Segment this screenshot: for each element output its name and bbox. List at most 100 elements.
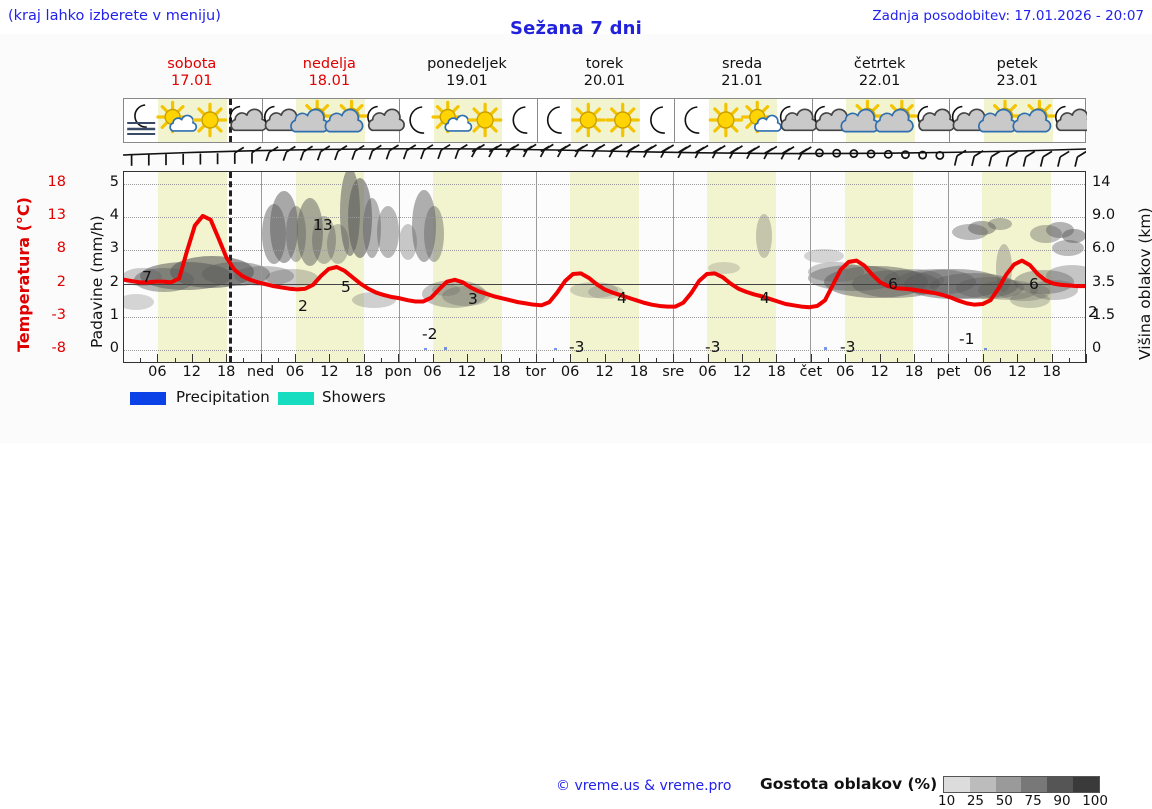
x-axis-tick-mark bbox=[1017, 354, 1019, 363]
x-axis-tick-mark bbox=[398, 354, 400, 363]
daylight-band bbox=[570, 172, 639, 362]
weather-icon-sun-small-cloud bbox=[431, 100, 473, 134]
x-axis-tick-mark bbox=[810, 354, 812, 363]
cloud-density-tick: 90 bbox=[1053, 793, 1071, 809]
day-date: 22.01 bbox=[858, 73, 901, 89]
wind-barb bbox=[437, 143, 451, 160]
wind-barb bbox=[780, 145, 795, 160]
wind-calm-circle bbox=[849, 149, 859, 158]
x-axis-tick-mark bbox=[518, 358, 520, 363]
weather-icon-moon bbox=[409, 106, 425, 134]
x-axis-tick-label: 06 bbox=[148, 364, 167, 380]
weather-icon-moon bbox=[650, 106, 665, 134]
x-axis-tick-mark bbox=[707, 354, 709, 363]
cloud-density-tick: 25 bbox=[966, 793, 985, 809]
wind-barb bbox=[971, 150, 984, 167]
precipitation-bar bbox=[424, 348, 427, 350]
wind-barb bbox=[233, 146, 245, 164]
x-axis-tick-label: ned bbox=[246, 364, 275, 380]
precipitation-tick: 2 bbox=[109, 273, 119, 290]
cloud-density-blob bbox=[804, 249, 844, 263]
chart-legend: Precipitation Showers © vreme.us & vreme… bbox=[0, 386, 1152, 809]
x-axis-tick-label: sre bbox=[662, 364, 685, 380]
cloud-density-blob bbox=[1052, 240, 1084, 256]
weather-icon-sun-cloud bbox=[874, 99, 919, 133]
day-gridline bbox=[947, 172, 949, 362]
cloud-density-blob bbox=[998, 283, 1050, 301]
wind-barb bbox=[522, 143, 537, 158]
weather-icon-sun-small-cloud bbox=[741, 100, 782, 134]
cloud-height-tick: 6.0 bbox=[1092, 240, 1116, 257]
weather-forecast-page: (kraj lahko izberete v meniju) Sežana 7 … bbox=[0, 8, 1152, 809]
wind-barb bbox=[763, 145, 778, 160]
x-axis-tick-mark bbox=[845, 354, 847, 363]
temperature-value-label: 13 bbox=[313, 216, 333, 234]
x-axis-tick-mark bbox=[123, 354, 124, 363]
wind-barb bbox=[368, 144, 382, 160]
wind-calm-circle bbox=[883, 149, 893, 159]
cloud-density-blob bbox=[884, 269, 944, 291]
weather-icon-sun-small-cloud bbox=[156, 100, 198, 134]
x-axis-tick-mark bbox=[191, 354, 193, 363]
weather-icon-moon-cloud bbox=[779, 105, 818, 132]
wind-barb bbox=[746, 145, 761, 160]
cloud-density-legend-ticks: 10 25 50 75 90 100 bbox=[938, 793, 1108, 809]
weather-icon-fog-moon bbox=[127, 104, 156, 135]
day-date: 17.01 bbox=[171, 73, 213, 89]
x-axis-tick-mark bbox=[742, 354, 744, 363]
wind-calm-circle bbox=[935, 150, 945, 160]
wind-barb bbox=[953, 149, 967, 166]
x-axis-tick-label: 18 bbox=[767, 364, 786, 380]
cloud-density-tick: 10 bbox=[938, 793, 956, 809]
x-axis-tick-label: 06 bbox=[698, 364, 717, 380]
x-axis-tick-label: 12 bbox=[320, 364, 339, 380]
precipitation-bar bbox=[984, 348, 987, 350]
horizontal-gridline bbox=[124, 283, 1085, 285]
cloud-density-tick: 50 bbox=[995, 793, 1013, 809]
precipitation-tick: 3 bbox=[109, 240, 119, 257]
precipitation-tick: 4 bbox=[109, 207, 119, 224]
cloud-density-blob bbox=[1046, 265, 1085, 287]
day-name: sreda bbox=[721, 56, 763, 72]
x-axis-tick-label: 12 bbox=[732, 364, 752, 380]
day-header-torek: torek 20.01 bbox=[536, 56, 674, 90]
page-title: Sežana 7 dni bbox=[509, 18, 643, 39]
location-menu-note[interactable]: (kraj lahko izberete v meniju) bbox=[8, 8, 221, 24]
wind-barb bbox=[385, 144, 399, 160]
cloud-density-swatch bbox=[1021, 777, 1048, 792]
precipitation-bar bbox=[444, 347, 447, 350]
day-header-ponedeljek: ponedeljek 19.01 bbox=[398, 56, 536, 90]
x-axis-tick-label: 12 bbox=[1007, 364, 1027, 380]
temperature-tick: 13 bbox=[47, 207, 66, 224]
x-axis-tick-label: 18 bbox=[492, 364, 511, 380]
x-axis-tick-label: čet bbox=[799, 364, 823, 380]
cloud-density-blob bbox=[124, 294, 154, 310]
x-axis-tick-mark bbox=[243, 358, 245, 363]
wind-barb bbox=[1074, 150, 1086, 167]
x-axis-tick-mark bbox=[776, 354, 778, 363]
cloud-density-swatch bbox=[1047, 777, 1074, 792]
precipitation-bar bbox=[824, 347, 827, 350]
temperature-value-label: 6 bbox=[1029, 275, 1039, 293]
cloud-density-swatch bbox=[995, 777, 1022, 792]
wind-barb bbox=[711, 144, 726, 159]
day-gridline bbox=[398, 172, 400, 362]
x-axis-tick-label: 06 bbox=[285, 364, 305, 380]
x-axis-tick-mark bbox=[759, 358, 761, 363]
cloud-height-axis-title: Višina oblakov (km) bbox=[1136, 207, 1152, 360]
cloud-density-blob bbox=[1062, 229, 1085, 243]
wind-barb bbox=[556, 143, 571, 158]
temperature-value-label: 2 bbox=[298, 297, 308, 315]
copyright-link[interactable]: © vreme.us & vreme.pro bbox=[556, 778, 732, 794]
wind-barb bbox=[402, 144, 417, 160]
day-separator bbox=[674, 99, 676, 142]
day-date: 20.01 bbox=[583, 73, 626, 89]
day-name: sobota bbox=[167, 56, 217, 72]
temperature-value-label: 6 bbox=[888, 275, 898, 293]
x-axis-tick-mark bbox=[948, 354, 950, 363]
day-name: ponedeljek bbox=[427, 56, 507, 72]
wind-barb bbox=[282, 145, 296, 161]
wind-barbs-svg bbox=[123, 143, 1086, 167]
cloud-density-blob bbox=[708, 262, 740, 274]
day-name: nedelja bbox=[302, 56, 356, 72]
